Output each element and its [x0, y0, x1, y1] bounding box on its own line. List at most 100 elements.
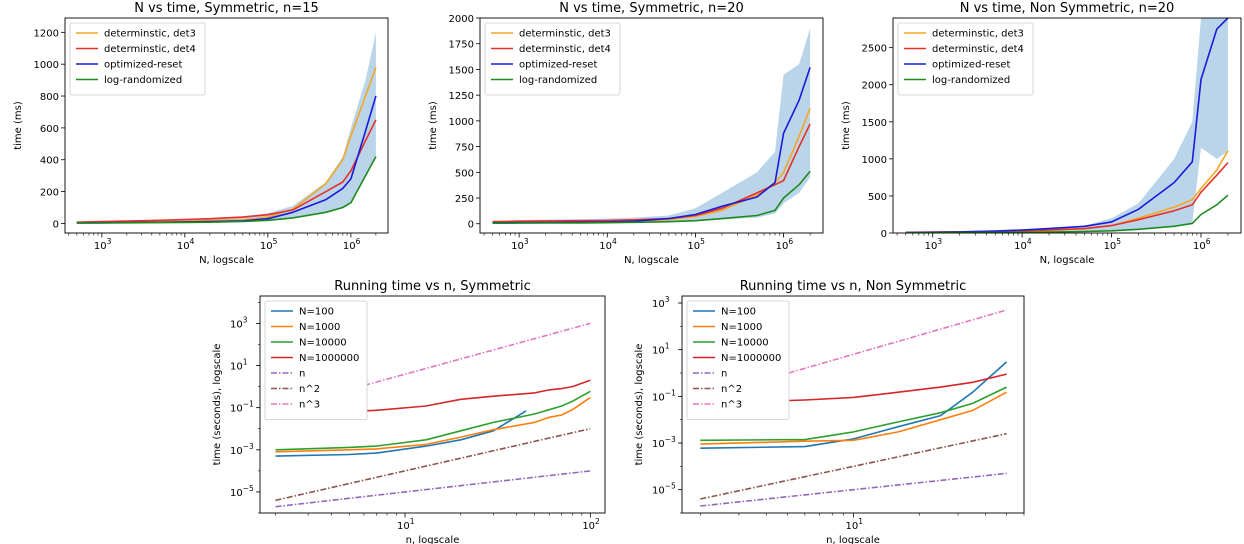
series-line-n-10000: [700, 386, 1007, 442]
legend-entry: N=1000: [721, 322, 762, 333]
legend-entry: determinstic, det3: [932, 29, 1024, 40]
x-axis-label: N, logscale: [199, 255, 254, 266]
y-tick-label: 800: [40, 92, 59, 103]
legend-entry: optimized-reset: [519, 60, 597, 71]
legend-entry: n^3: [721, 400, 742, 411]
confidence-band: [492, 28, 811, 224]
y-tick-label: 750: [455, 143, 474, 154]
legend-entry: N=10000: [721, 338, 769, 349]
chart-5: Running time vs n, Non Symmetric n, logsc…: [634, 279, 1025, 544]
x-tick-label: 103: [925, 237, 943, 252]
series-line-n-10000: [275, 390, 591, 451]
x-tick-label: 106: [343, 237, 361, 252]
legend-entry: N=1000000: [721, 353, 781, 364]
y-axis-label: time (ms): [13, 101, 24, 150]
series-line-log-randomized: [492, 170, 811, 224]
series-line-n-100: [700, 361, 1008, 449]
y-tick-label: 101: [652, 342, 670, 357]
x-axis-label: N, logscale: [1040, 255, 1095, 266]
legend-entry: n: [299, 369, 305, 380]
series-line-optimized-reset: [905, 18, 1229, 233]
y-axis-label: time (ms): [428, 101, 439, 150]
legend-entry: N=1000: [299, 322, 340, 333]
legend-box: [686, 300, 790, 420]
x-tick-label: 103: [94, 237, 112, 252]
chart-title: N vs time, Non Symmetric, n=20: [960, 1, 1175, 16]
chart-title: Running time vs n, Non Symmetric: [740, 279, 967, 294]
legend-box: [897, 22, 1034, 96]
y-tick-label: 0: [53, 219, 59, 230]
legend-entry: N=100: [299, 307, 334, 318]
plot-area: [492, 28, 811, 224]
series-line-n: [700, 472, 1007, 507]
legend-entry: n^2: [721, 384, 742, 395]
plot-frame: [259, 295, 606, 514]
series-line-n: [275, 470, 591, 508]
y-tick-label: 1000: [34, 60, 59, 71]
series-line-n-2: [275, 427, 591, 502]
y-tick-label: 1200: [34, 28, 59, 39]
legend-entry: log-randomized: [932, 75, 1010, 86]
legend-entry: log-randomized: [104, 75, 182, 86]
x-tick-label: 104: [599, 237, 617, 252]
plot-frame: [479, 17, 824, 234]
legend: determinstic, det3 determinstic, det4 opti…: [484, 22, 621, 96]
x-tick-label: 106: [776, 237, 794, 252]
x-tick-label: 105: [687, 237, 705, 252]
y-tick-label: 1750: [449, 40, 474, 51]
x-tick-label: 105: [1104, 237, 1122, 252]
legend-entry: determinstic, det4: [104, 44, 196, 55]
y-tick-label: 250: [455, 194, 474, 205]
legend-entry: N=1000000: [299, 353, 359, 364]
series-line-n-100: [275, 410, 527, 457]
legend-entry: n^3: [299, 400, 320, 411]
x-tick-label: 106: [1193, 237, 1211, 252]
legend-entry: determinstic, det4: [932, 44, 1024, 55]
chart-1: N vs time, Symmetric, n=15 N, logscale tim…: [13, 1, 389, 266]
confidence-band: [76, 32, 376, 224]
legend-entry: optimized-reset: [932, 60, 1010, 71]
legend-entry: optimized-reset: [104, 60, 182, 71]
legend-entry: N=10000: [299, 338, 347, 349]
y-axis-label: time (seconds), logscale: [634, 344, 645, 466]
y-tick-label: 2000: [862, 81, 887, 92]
x-tick-label: 102: [582, 517, 600, 532]
y-tick-label: 500: [868, 192, 887, 203]
y-tick-label: 10−1: [652, 388, 676, 403]
y-tick-label: 2000: [449, 14, 474, 25]
chart-title: N vs time, Symmetric, n=20: [559, 1, 744, 16]
series-line-n-3: [700, 309, 1007, 400]
y-tick-label: 600: [40, 124, 59, 135]
x-axis-label: n, logscale: [406, 535, 460, 544]
legend-entry: n^2: [299, 384, 320, 395]
chart-title: Running time vs n, Symmetric: [334, 279, 530, 294]
y-tick-label: 1500: [449, 65, 474, 76]
y-axis-label: time (seconds), logscale: [212, 344, 223, 466]
y-tick-label: 10−3: [652, 435, 676, 450]
y-tick-label: 10−5: [652, 482, 676, 497]
legend-entry: N=100: [721, 307, 756, 318]
plot-frame: [681, 295, 1025, 514]
x-axis-label: n, logscale: [826, 535, 880, 544]
legend-box: [264, 300, 368, 420]
legend-entry: determinstic, det3: [104, 29, 196, 40]
legend-entry: determinstic, det4: [519, 44, 611, 55]
x-tick-label: 104: [1014, 237, 1032, 252]
x-tick-label: 104: [177, 237, 195, 252]
y-tick-label: 0: [881, 229, 887, 240]
plot-frame: [892, 17, 1242, 234]
y-tick-label: 1000: [449, 117, 474, 128]
y-tick-label: 500: [455, 168, 474, 179]
legend-entry: n: [721, 369, 727, 380]
chart-3: N vs time, Non Symmetric, n=20 N, logscal…: [841, 1, 1242, 266]
series-line-n-1000000: [700, 373, 1007, 405]
plot-area: [76, 32, 377, 224]
y-tick-label: 400: [40, 156, 59, 167]
plot-area: [700, 309, 1008, 507]
y-tick-label: 2500: [862, 44, 887, 55]
series-line-determinstic-det4: [76, 119, 377, 223]
y-tick-label: 0: [468, 220, 474, 231]
y-tick-label: 10−3: [230, 442, 254, 457]
series-line-n-1000: [700, 391, 1007, 445]
